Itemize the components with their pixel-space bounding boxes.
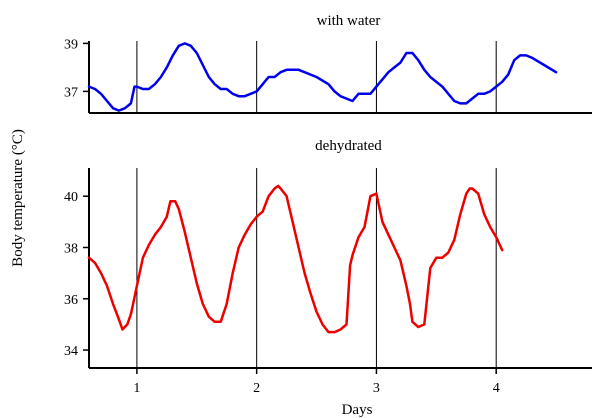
- panel-title: dehydrated: [315, 138, 382, 154]
- y-tick-label: 37: [64, 85, 78, 100]
- y-tick-label: 38: [64, 241, 78, 256]
- x-tick-label: 2: [253, 381, 260, 396]
- panel-title: with water: [317, 13, 381, 29]
- y-tick-label: 34: [64, 344, 78, 359]
- y-axis-label: Body temperature (°C): [10, 129, 26, 267]
- x-tick-label: 1: [133, 381, 140, 396]
- x-tick-label: 3: [373, 381, 380, 396]
- y-tick-label: 36: [64, 293, 78, 308]
- x-axis-label: Days: [342, 402, 373, 418]
- y-tick-label: 39: [64, 37, 78, 52]
- series-line-1: [87, 184, 504, 334]
- panel-1: with water 37 39: [64, 13, 592, 114]
- series-line-1: [87, 42, 558, 112]
- y-tick-label: 40: [64, 190, 78, 205]
- x-tick-label: 4: [493, 381, 500, 396]
